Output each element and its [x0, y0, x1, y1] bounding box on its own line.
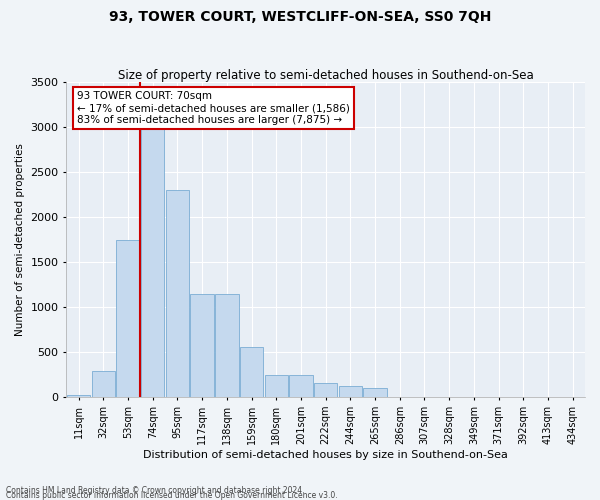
- Bar: [166, 190, 189, 398]
- Bar: [190, 294, 214, 398]
- Bar: [141, 122, 164, 398]
- Text: Contains HM Land Registry data © Crown copyright and database right 2024.: Contains HM Land Registry data © Crown c…: [6, 486, 305, 495]
- Y-axis label: Number of semi-detached properties: Number of semi-detached properties: [15, 143, 25, 336]
- Bar: [67, 394, 91, 398]
- Bar: [265, 375, 288, 398]
- Title: Size of property relative to semi-detached houses in Southend-on-Sea: Size of property relative to semi-detach…: [118, 69, 533, 82]
- Bar: [364, 388, 387, 398]
- Bar: [240, 347, 263, 398]
- Bar: [289, 375, 313, 398]
- Bar: [314, 383, 337, 398]
- Bar: [92, 371, 115, 398]
- Text: 93 TOWER COURT: 70sqm
← 17% of semi-detached houses are smaller (1,586)
83% of s: 93 TOWER COURT: 70sqm ← 17% of semi-deta…: [77, 92, 350, 124]
- Text: Contains public sector information licensed under the Open Government Licence v3: Contains public sector information licen…: [6, 490, 338, 500]
- Bar: [116, 240, 140, 398]
- Bar: [215, 294, 239, 398]
- Bar: [338, 386, 362, 398]
- X-axis label: Distribution of semi-detached houses by size in Southend-on-Sea: Distribution of semi-detached houses by …: [143, 450, 508, 460]
- Text: 93, TOWER COURT, WESTCLIFF-ON-SEA, SS0 7QH: 93, TOWER COURT, WESTCLIFF-ON-SEA, SS0 7…: [109, 10, 491, 24]
